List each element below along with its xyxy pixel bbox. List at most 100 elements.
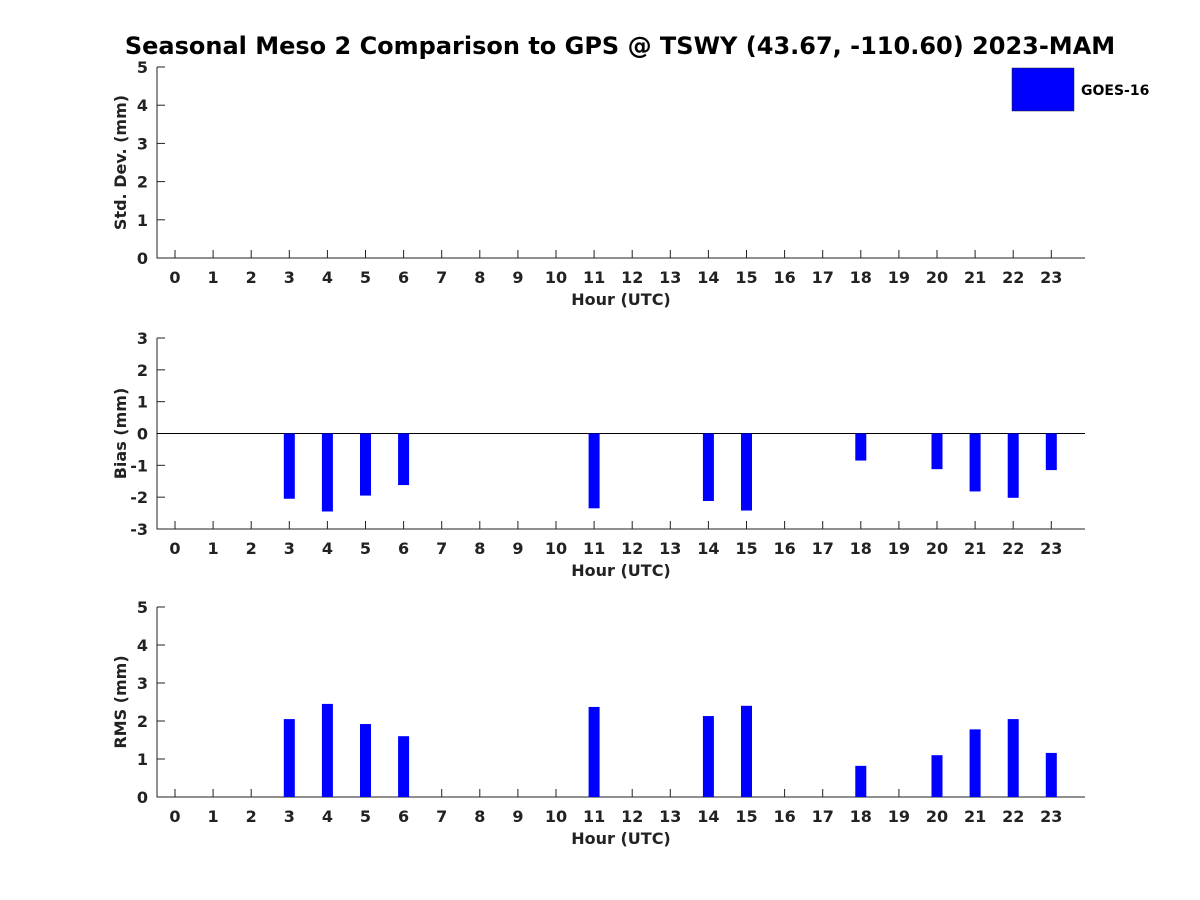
rms-xtick-label: 17: [812, 807, 834, 826]
rms-xtick-label: 13: [659, 807, 681, 826]
rms-xtick-label: 19: [888, 807, 910, 826]
rms-xlabel: Hour (UTC): [571, 829, 671, 848]
bias-ytick-label: 2: [137, 361, 148, 380]
std-xtick-label: 14: [697, 268, 719, 287]
bias-xtick-label: 9: [512, 539, 523, 558]
rms-xtick-label: 20: [926, 807, 948, 826]
rms-xtick-label: 9: [512, 807, 523, 826]
std-ytick-label: 3: [137, 134, 148, 153]
rms-xtick-label: 14: [697, 807, 719, 826]
rms-ytick-label: 4: [137, 636, 148, 655]
rms-xtick-label: 7: [436, 807, 447, 826]
std-ytick-label: 4: [137, 96, 148, 115]
bias-xtick-label: 17: [812, 539, 834, 558]
rms-xtick-label: 5: [360, 807, 371, 826]
rms-ytick-label: 3: [137, 674, 148, 693]
bias-xtick-label: 19: [888, 539, 910, 558]
std-xtick-label: 2: [246, 268, 257, 287]
bias-xtick-label: 8: [474, 539, 485, 558]
bias-xtick-label: 1: [208, 539, 219, 558]
bias-bar: [398, 433, 410, 486]
rms-ytick-label: 0: [137, 788, 148, 807]
rms-xtick-label: 10: [545, 807, 567, 826]
bias-bar: [283, 433, 295, 499]
rms-ytick-label: 5: [137, 598, 148, 617]
std-xtick-label: 22: [1002, 268, 1024, 287]
bias-bar: [741, 433, 752, 511]
bias-xtick-label: 23: [1040, 539, 1062, 558]
std-xtick-label: 3: [284, 268, 295, 287]
bias-xtick-label: 4: [322, 539, 333, 558]
std-xtick-label: 21: [964, 268, 986, 287]
std-axes: [156, 67, 1085, 259]
legend: GOES-16: [1011, 67, 1149, 112]
rms-axes: [156, 607, 1085, 798]
std-xtick-label: 4: [322, 268, 333, 287]
bias-xlabel: Hour (UTC): [571, 561, 671, 580]
rms-xtick-label: 22: [1002, 807, 1024, 826]
std-xtick-label: 18: [850, 268, 872, 287]
rms-bar: [1007, 719, 1019, 797]
bias-xtick-label: 15: [735, 539, 757, 558]
std-xtick-label: 13: [659, 268, 681, 287]
rms-bar: [931, 755, 943, 797]
std-xtick-label: 11: [583, 268, 605, 287]
rms-xtick-label: 11: [583, 807, 605, 826]
std-xtick-label: 5: [360, 268, 371, 287]
bias-bar: [855, 433, 867, 461]
rms-xtick-label: 0: [169, 807, 180, 826]
legend-label: GOES-16: [1081, 83, 1149, 99]
rms-bar: [1045, 752, 1057, 797]
bias-ytick-label: -2: [130, 488, 148, 507]
bias-xtick-label: 21: [964, 539, 986, 558]
bias-xtick-label: 13: [659, 539, 681, 558]
std-xtick-label: 9: [512, 268, 523, 287]
bias-ytick-label: 1: [137, 393, 148, 412]
bias-xtick-label: 2: [246, 539, 257, 558]
rms-xtick-label: 1: [208, 807, 219, 826]
std-xtick-label: 16: [773, 268, 795, 287]
bias-bar: [969, 433, 981, 492]
std-ytick-label: 1: [137, 211, 148, 230]
rms-bar: [283, 719, 295, 797]
rms-xtick-label: 3: [284, 807, 295, 826]
rms-bar: [360, 724, 371, 797]
bias-xtick-label: 6: [398, 539, 409, 558]
bias-bar: [321, 433, 333, 512]
std-xtick-label: 20: [926, 268, 948, 287]
bias-ytick-label: -1: [130, 456, 148, 475]
rms-bar: [588, 706, 600, 797]
bias-xtick-label: 12: [621, 539, 643, 558]
std-xtick-label: 10: [545, 268, 567, 287]
rms-bar: [741, 705, 752, 797]
bias-xtick-label: 22: [1002, 539, 1024, 558]
std-xtick-label: 1: [208, 268, 219, 287]
std-ytick-label: 5: [137, 58, 148, 77]
bias-xtick-label: 10: [545, 539, 567, 558]
bias-xtick-label: 16: [773, 539, 795, 558]
rms-xtick-label: 4: [322, 807, 333, 826]
bias-xtick-label: 0: [169, 539, 180, 558]
bias-bar: [588, 433, 600, 509]
bias-ytick-label: 3: [137, 329, 148, 348]
bias-xtick-label: 18: [850, 539, 872, 558]
rms-xtick-label: 12: [621, 807, 643, 826]
bias-xtick-label: 5: [360, 539, 371, 558]
bias-xtick-label: 14: [697, 539, 719, 558]
std-xtick-label: 15: [735, 268, 757, 287]
bias-bar: [1007, 433, 1019, 498]
rms-bar: [702, 716, 714, 797]
rms-xtick-label: 23: [1040, 807, 1062, 826]
std-ytick-label: 2: [137, 173, 148, 192]
figure-title: Seasonal Meso 2 Comparison to GPS @ TSWY…: [125, 32, 1115, 60]
rms-bar: [321, 703, 333, 797]
bias-bar: [1045, 433, 1057, 471]
bias-ytick-label: 0: [137, 425, 148, 444]
std-xtick-label: 0: [169, 268, 180, 287]
std-xtick-label: 23: [1040, 268, 1062, 287]
std-xtick-label: 19: [888, 268, 910, 287]
bias-xtick-label: 11: [583, 539, 605, 558]
